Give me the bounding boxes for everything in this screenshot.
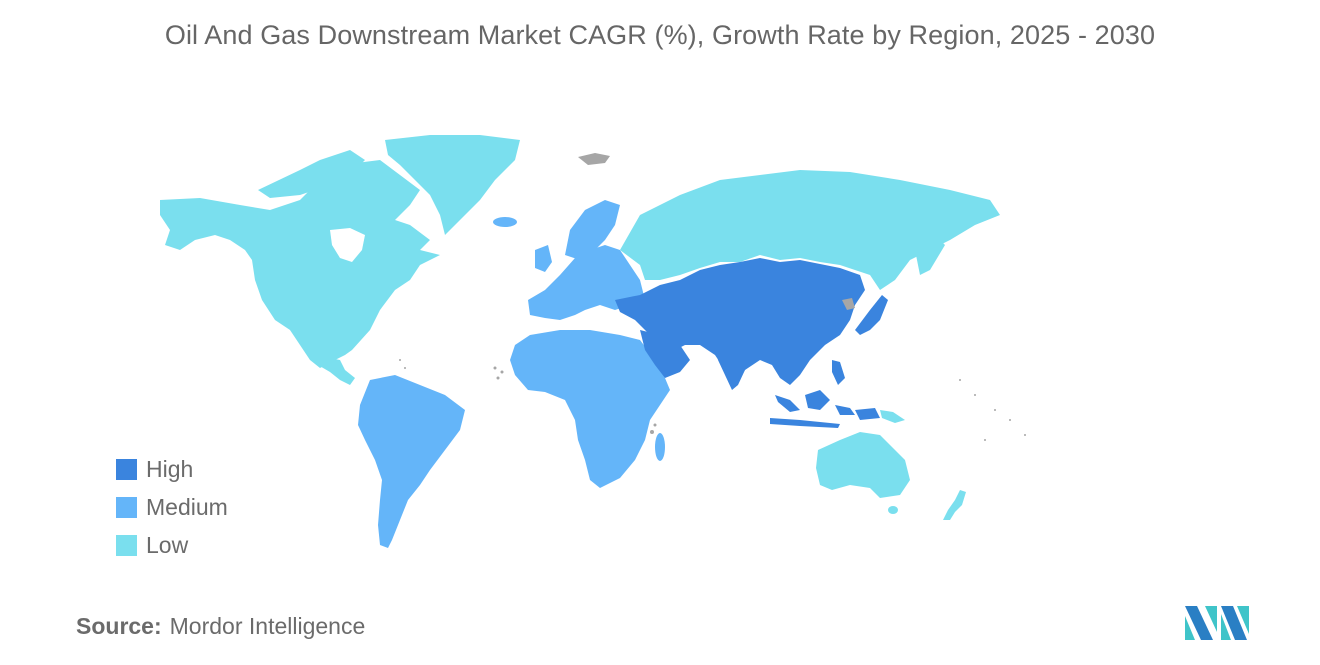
region-madagascar bbox=[655, 433, 665, 461]
region-north-korea bbox=[842, 298, 855, 310]
region-africa bbox=[510, 330, 670, 488]
source-label: Source: bbox=[76, 613, 162, 639]
region-greenland bbox=[385, 135, 520, 235]
legend-swatch-high bbox=[116, 458, 137, 480]
region-japan bbox=[855, 295, 888, 335]
minor-islands bbox=[399, 359, 1026, 441]
mordor-logo-icon bbox=[1185, 606, 1249, 640]
legend-label: Low bbox=[146, 531, 189, 558]
region-arabia bbox=[640, 330, 690, 378]
source-attribution: Source: Mordor Intelligence bbox=[76, 613, 365, 640]
region-central-america bbox=[290, 330, 355, 385]
region-south-america bbox=[358, 375, 465, 548]
region-asia-high bbox=[615, 258, 865, 385]
legend-item-high: High bbox=[116, 450, 228, 488]
region-canada-arctic bbox=[258, 150, 365, 198]
legend: High Medium Low bbox=[116, 450, 228, 564]
chart-title: Oil And Gas Downstream Market CAGR (%), … bbox=[164, 20, 1156, 50]
legend-label: High bbox=[146, 455, 194, 482]
region-png bbox=[880, 410, 905, 423]
legend-item-medium: Medium bbox=[116, 488, 228, 526]
region-russia bbox=[620, 170, 1000, 290]
region-indonesia bbox=[770, 390, 880, 428]
region-scandinavia bbox=[565, 200, 620, 260]
legend-label: Medium bbox=[146, 493, 228, 520]
source-value: Mordor Intelligence bbox=[169, 613, 366, 639]
region-australia bbox=[816, 432, 910, 498]
legend-swatch-medium bbox=[116, 496, 137, 518]
legend-item-low: Low bbox=[116, 526, 228, 564]
legend-swatch-low bbox=[116, 534, 137, 556]
region-svalbard bbox=[578, 153, 610, 165]
region-new-zealand bbox=[943, 490, 966, 520]
region-north-america bbox=[160, 160, 440, 368]
region-uk bbox=[535, 245, 552, 272]
region-india bbox=[715, 345, 755, 390]
region-iceland bbox=[493, 217, 517, 227]
